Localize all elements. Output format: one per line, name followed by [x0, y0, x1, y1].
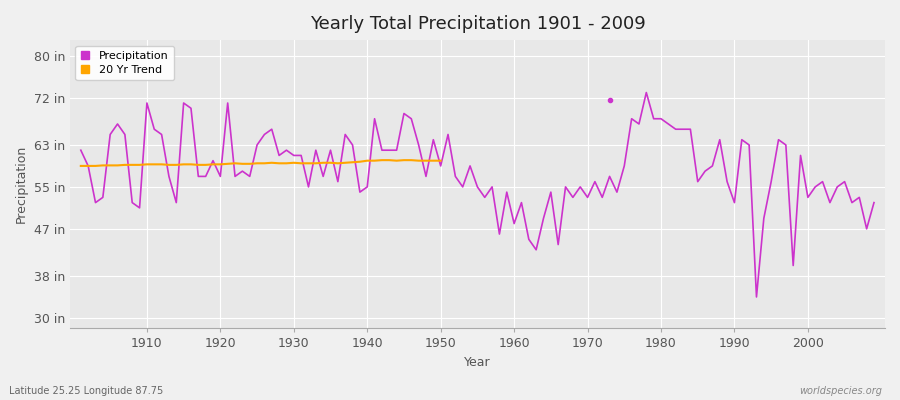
20 Yr Trend: [90, 164, 101, 168]
20 Yr Trend: [384, 158, 395, 162]
20 Yr Trend: [318, 160, 328, 165]
20 Yr Trend: [164, 162, 175, 167]
Precipitation: [501, 190, 512, 194]
20 Yr Trend: [274, 161, 284, 166]
20 Yr Trend: [428, 158, 438, 163]
Y-axis label: Precipitation: Precipitation: [15, 145, 28, 223]
Line: Precipitation: Precipitation: [81, 92, 874, 297]
20 Yr Trend: [347, 160, 358, 165]
X-axis label: Year: Year: [464, 356, 491, 369]
20 Yr Trend: [266, 160, 277, 165]
20 Yr Trend: [104, 163, 115, 168]
20 Yr Trend: [296, 161, 307, 166]
Precipitation: [641, 90, 652, 95]
20 Yr Trend: [171, 162, 182, 167]
Precipitation: [134, 206, 145, 210]
20 Yr Trend: [157, 162, 167, 167]
Precipitation: [752, 294, 762, 299]
Text: worldspecies.org: worldspecies.org: [799, 386, 882, 396]
Precipitation: [340, 132, 351, 137]
20 Yr Trend: [178, 162, 189, 167]
20 Yr Trend: [332, 161, 343, 166]
Legend: Precipitation, 20 Yr Trend: Precipitation, 20 Yr Trend: [76, 46, 174, 80]
20 Yr Trend: [127, 162, 138, 167]
20 Yr Trend: [237, 162, 248, 166]
20 Yr Trend: [252, 161, 263, 166]
20 Yr Trend: [303, 161, 314, 166]
20 Yr Trend: [399, 158, 410, 162]
Precipitation: [597, 195, 608, 200]
Precipitation: [76, 148, 86, 152]
Precipitation: [296, 153, 307, 158]
20 Yr Trend: [369, 158, 380, 163]
20 Yr Trend: [185, 162, 196, 167]
Text: Latitude 25.25 Longitude 87.75: Latitude 25.25 Longitude 87.75: [9, 386, 163, 396]
20 Yr Trend: [281, 161, 292, 166]
Line: 20 Yr Trend: 20 Yr Trend: [81, 160, 441, 166]
20 Yr Trend: [208, 162, 219, 167]
20 Yr Trend: [97, 163, 108, 168]
20 Yr Trend: [392, 158, 402, 163]
20 Yr Trend: [244, 162, 255, 166]
20 Yr Trend: [406, 158, 417, 162]
20 Yr Trend: [134, 162, 145, 167]
20 Yr Trend: [215, 162, 226, 167]
20 Yr Trend: [259, 161, 270, 166]
20 Yr Trend: [413, 158, 424, 163]
20 Yr Trend: [193, 162, 203, 167]
20 Yr Trend: [362, 158, 373, 163]
20 Yr Trend: [112, 163, 123, 168]
20 Yr Trend: [310, 161, 321, 166]
20 Yr Trend: [83, 164, 94, 168]
20 Yr Trend: [288, 160, 299, 165]
20 Yr Trend: [325, 160, 336, 165]
20 Yr Trend: [355, 159, 365, 164]
Title: Yearly Total Precipitation 1901 - 2009: Yearly Total Precipitation 1901 - 2009: [310, 15, 645, 33]
20 Yr Trend: [141, 162, 152, 167]
Precipitation: [508, 221, 519, 226]
20 Yr Trend: [436, 158, 446, 163]
20 Yr Trend: [222, 162, 233, 166]
20 Yr Trend: [76, 164, 86, 168]
Precipitation: [868, 200, 879, 205]
20 Yr Trend: [420, 158, 431, 163]
20 Yr Trend: [201, 162, 212, 167]
20 Yr Trend: [230, 161, 240, 166]
20 Yr Trend: [376, 158, 387, 162]
20 Yr Trend: [120, 162, 130, 167]
20 Yr Trend: [148, 162, 159, 167]
20 Yr Trend: [340, 160, 351, 165]
